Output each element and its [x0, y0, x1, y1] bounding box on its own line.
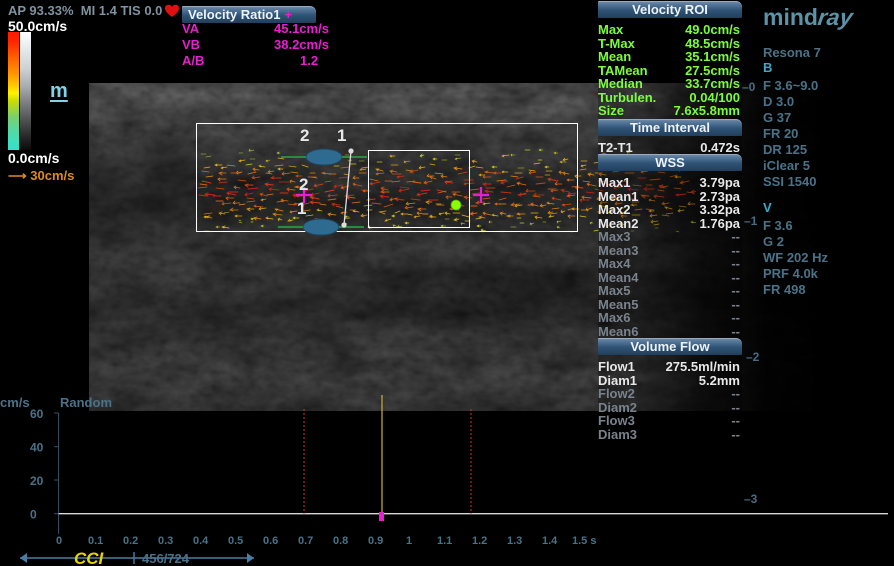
svg-text:0.2: 0.2 [123, 535, 138, 547]
svg-text:40: 40 [30, 441, 44, 455]
svg-text:2: 2 [300, 126, 309, 145]
svg-text:0.3: 0.3 [158, 535, 173, 547]
svg-text:0.8: 0.8 [333, 535, 348, 547]
svg-text:0.7: 0.7 [298, 535, 313, 547]
svg-text:1.5 s: 1.5 s [572, 535, 596, 547]
svg-text:1.3: 1.3 [507, 535, 522, 547]
svg-text:0: 0 [30, 508, 37, 522]
svg-text:1: 1 [337, 126, 346, 145]
svg-text:1: 1 [406, 535, 412, 547]
svg-text:20: 20 [30, 474, 44, 488]
svg-text:0: 0 [56, 535, 62, 547]
svg-text:60: 60 [30, 407, 44, 421]
svg-text:1.4: 1.4 [542, 535, 558, 547]
svg-text:1.1: 1.1 [437, 535, 452, 547]
svg-text:1.2: 1.2 [472, 535, 487, 547]
svg-text:1: 1 [297, 199, 306, 218]
svg-text:2: 2 [299, 175, 308, 194]
svg-text:0.9: 0.9 [368, 535, 383, 547]
svg-text:0.5: 0.5 [228, 535, 243, 547]
svg-text:0.4: 0.4 [193, 535, 209, 547]
svg-text:0.1: 0.1 [88, 535, 103, 547]
svg-text:0.6: 0.6 [263, 535, 278, 547]
